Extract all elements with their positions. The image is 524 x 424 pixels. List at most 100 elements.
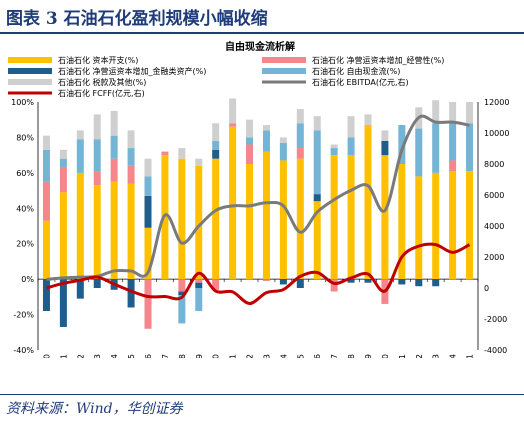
y-right-tick-label: 12000 <box>484 98 509 107</box>
lines <box>46 114 471 306</box>
x-tick-label: 2009 <box>195 354 204 358</box>
figure-header: 图表 3 石油石化盈利规模小幅收缩 <box>0 0 524 34</box>
x-tick-label: 2007 <box>161 354 170 358</box>
bar-segment <box>93 139 101 172</box>
bar-segment <box>42 135 50 150</box>
bar-segment <box>398 279 406 285</box>
bar-segment <box>212 149 220 159</box>
bar-segment <box>466 102 474 124</box>
legend-label: 石油石化 税款及其他(%) <box>58 77 146 87</box>
legend-label: 石油石化 净营运资本增加_经营性(%) <box>312 55 444 65</box>
legend-swatch <box>8 79 52 85</box>
bar-segment <box>449 160 457 172</box>
bar-segment <box>246 119 254 138</box>
ebitda-line <box>46 114 470 281</box>
bar-segment <box>144 279 152 329</box>
bar-segment <box>93 114 101 140</box>
x-tick-label: 2017 <box>330 354 339 358</box>
bar-segment <box>144 227 152 280</box>
bar-segment <box>262 125 270 131</box>
bar-segment <box>212 279 220 290</box>
bar-segment <box>212 123 220 141</box>
bar-segment <box>313 194 321 202</box>
x-tick-label: 2015 <box>296 354 305 358</box>
bar-segment <box>178 158 186 280</box>
x-tick-label: 2019 <box>364 354 373 358</box>
bar-segment <box>178 279 186 292</box>
y-left-tick-label: 20% <box>16 240 34 249</box>
legend-label: 石油石化 自由现金流(%) <box>312 66 400 76</box>
x-tick-label: 2000 <box>42 354 51 358</box>
bar-segment <box>76 172 84 280</box>
bar-segment <box>212 158 220 280</box>
legend-label: 石油石化 FCFF(亿元,右) <box>58 88 145 98</box>
figure-title: 图表 3 石油石化盈利规模小幅收缩 <box>6 9 268 29</box>
bar-segment <box>347 279 355 283</box>
bar-segment <box>127 165 135 184</box>
y-left-tick-label: 80% <box>16 133 34 142</box>
y-left-tick-label: 0% <box>21 275 34 284</box>
y-left-tick-label: -40% <box>13 346 34 355</box>
x-tick-label: 2005 <box>127 354 136 358</box>
x-tick-label: 2016 <box>313 354 322 358</box>
bar-segment <box>59 149 67 159</box>
bar-segment <box>59 158 67 168</box>
bar-segment <box>466 123 474 172</box>
x-tick-label: 2004 <box>110 354 119 358</box>
bar-segment <box>330 279 338 292</box>
bar-segment <box>347 116 355 138</box>
bar-segment <box>432 172 440 280</box>
bar-segment <box>398 125 406 164</box>
y-left-tick-label: 40% <box>16 204 34 213</box>
bar-segment <box>42 220 50 280</box>
bar-segment <box>127 183 135 280</box>
y-right-tick-label: 6000 <box>484 191 504 200</box>
bars <box>42 98 474 329</box>
y-right-tick-label: -4000 <box>484 346 507 355</box>
bar-segment <box>398 164 406 280</box>
source-note: 资料来源：Wind，华创证券 <box>6 401 183 417</box>
x-tick-label: 2008 <box>178 354 187 358</box>
x-tick-label: 2012 <box>246 354 255 358</box>
bar-segment <box>93 279 101 288</box>
x-tick-label: 2023 <box>432 354 441 358</box>
bar-segment <box>432 123 440 173</box>
bar-segment <box>449 171 457 280</box>
bar-segment <box>42 149 50 182</box>
fcff-line <box>46 242 471 306</box>
bar-segment <box>127 279 135 308</box>
bar-segment <box>110 110 118 136</box>
legend-label: 石油石化 资本开支(%) <box>58 55 138 65</box>
bar-segment <box>93 171 101 186</box>
y-right-tick-label: 2000 <box>484 253 504 262</box>
bar-segment <box>76 279 84 299</box>
bar-segment <box>313 201 321 280</box>
bar-segment <box>144 195 152 228</box>
legend-label: 石油石化 EBITDA(亿元,右) <box>312 77 409 87</box>
bar-segment <box>347 155 355 280</box>
bar-segment <box>415 128 423 177</box>
legend: 石油石化 资本开支(%) 石油石化 净营运资本增加_经营性(%) 石油石化 净营运资… <box>8 55 444 98</box>
bar-segment <box>110 158 118 182</box>
bar-segment <box>381 155 389 280</box>
bar-segment <box>313 130 321 195</box>
x-tick-label: 2018 <box>347 354 356 358</box>
bar-segment <box>195 282 203 288</box>
bar-segment <box>415 279 423 287</box>
bar-segment <box>59 279 67 327</box>
bar-segment <box>42 181 50 221</box>
legend-swatch <box>262 57 306 63</box>
bar-segment <box>195 288 203 312</box>
bar-segment <box>229 126 237 280</box>
bar-segment <box>212 140 220 150</box>
bar-segment <box>76 139 84 173</box>
bar-segment <box>347 137 355 156</box>
x-tick-label: 2001 <box>59 354 68 358</box>
bar-segment <box>195 158 203 166</box>
bar-segment <box>296 123 304 149</box>
bar-segment <box>229 123 237 127</box>
y-left-tick-label: -20% <box>13 311 34 320</box>
legend-label: 石油石化 净营运资本增加_金融类资产(%) <box>58 66 206 76</box>
bar-segment <box>279 137 287 143</box>
x-axis-labels: 2000 2001 2002 2003 2004 2005 2006 2007 2008 2009… <box>42 354 474 358</box>
